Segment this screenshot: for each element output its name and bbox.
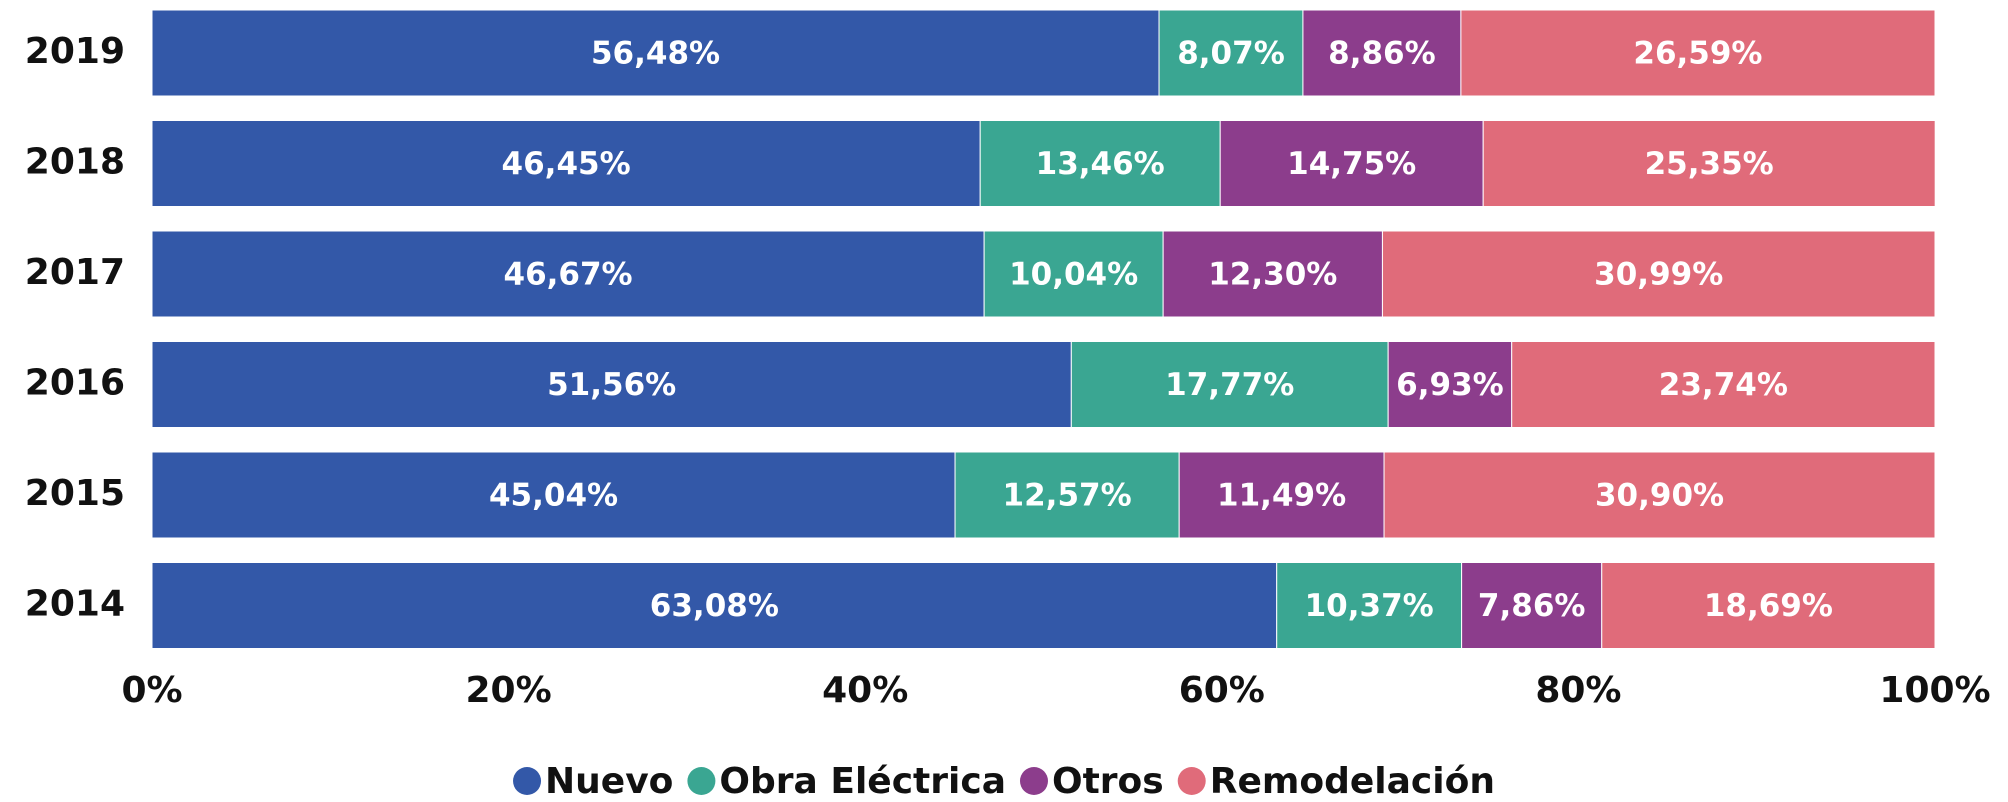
data-label: 13,46% (1036, 146, 1165, 182)
x-tick-label: 80% (1535, 670, 1621, 711)
data-label: 12,57% (1003, 478, 1132, 514)
y-tick-label: 2018 (25, 142, 125, 183)
data-label: 10,37% (1305, 588, 1434, 624)
bar-segment (954, 451, 1180, 539)
bar-segment (151, 230, 985, 318)
bar-segment (1070, 341, 1389, 428)
data-label: 17,77% (1165, 367, 1294, 403)
bar-segment (1383, 451, 1936, 539)
y-tick-label: 2016 (25, 363, 125, 404)
legend-label: Remodelación (1210, 761, 1495, 802)
data-label: 26,59% (1633, 36, 1762, 72)
bar-segment (983, 230, 1164, 318)
x-tick-label: 60% (1179, 670, 1265, 711)
bar-segment (1461, 562, 1603, 649)
y-tick-label: 2019 (25, 31, 125, 72)
data-label: 8,07% (1177, 36, 1285, 72)
legend-marker (687, 767, 716, 795)
data-label: 14,75% (1287, 146, 1416, 182)
data-label: 46,45% (502, 146, 631, 182)
x-tick-label: 20% (466, 670, 552, 711)
data-label: 45,04% (489, 478, 618, 514)
y-tick-label: 2014 (25, 584, 125, 625)
x-tick-label: 40% (822, 670, 908, 711)
x-tick-label: 0% (121, 670, 182, 711)
bar-segment (1511, 341, 1936, 428)
data-label: 51,56% (547, 367, 676, 403)
bar-segment (1381, 230, 1936, 318)
legend-marker (1177, 767, 1206, 795)
data-label: 23,74% (1659, 367, 1788, 403)
data-label: 8,86% (1328, 36, 1436, 72)
bar-segment (1482, 120, 1936, 207)
legend-marker (1019, 767, 1048, 795)
legend-label: Obra Eléctrica (719, 761, 1006, 802)
data-label: 46,67% (504, 257, 633, 293)
bar-segment (1276, 562, 1463, 649)
bar-segment (1387, 341, 1513, 428)
legend-label: Otros (1052, 761, 1164, 802)
data-label: 11,49% (1217, 478, 1346, 514)
data-label: 30,99% (1594, 257, 1723, 293)
bar-segment (151, 341, 1072, 428)
legend-marker (513, 767, 542, 795)
bar-segment (979, 120, 1221, 207)
bar-segment (1601, 562, 1936, 649)
bar-segment (151, 562, 1278, 649)
bar-segment (151, 120, 981, 207)
y-tick-label: 2017 (25, 252, 125, 293)
data-label: 30,90% (1595, 478, 1724, 514)
y-tick-label: 2015 (25, 473, 125, 514)
data-label: 56,48% (591, 36, 720, 72)
bar-segment (1219, 120, 1484, 207)
data-label: 12,30% (1208, 257, 1337, 293)
bar-segment (1178, 451, 1385, 539)
data-label: 18,69% (1704, 588, 1833, 624)
bar-segment (1302, 9, 1462, 97)
data-label: 25,35% (1645, 146, 1774, 182)
bar-segment (1158, 9, 1304, 97)
legend-label: Nuevo (545, 761, 673, 802)
data-label: 7,86% (1478, 588, 1586, 624)
bar-segment (151, 451, 956, 539)
bar-segment (1460, 9, 1936, 97)
data-label: 6,93% (1396, 367, 1504, 403)
data-label: 10,04% (1009, 257, 1138, 293)
x-tick-label: 100% (1879, 670, 1990, 711)
bar-segment (151, 9, 1160, 97)
data-label: 63,08% (650, 588, 779, 624)
